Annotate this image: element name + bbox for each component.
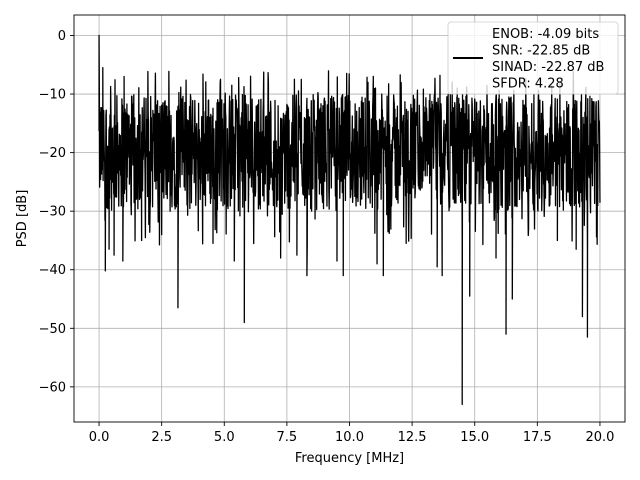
legend-enob: ENOB: -4.09 bits	[492, 27, 599, 42]
y-tick-label: −30	[39, 205, 66, 220]
y-tick-label: −50	[39, 322, 66, 337]
y-axis-label: PSD [dB]	[15, 190, 30, 248]
y-tick-label: −20	[39, 146, 66, 161]
x-axis: 0.0 2.5 5.0 7.5 10.0 12.5 15.0 17.5 20.0	[89, 422, 614, 445]
series-layer	[98, 34, 601, 406]
x-tick-label: 2.5	[151, 430, 172, 445]
x-tick-label: 7.5	[277, 430, 298, 445]
x-tick-label: 17.5	[523, 430, 552, 445]
legend: ENOB: -4.09 bits SNR: -22.85 dB SINAD: -…	[447, 21, 619, 95]
x-tick-label: 10.0	[335, 430, 364, 445]
x-tick-label: 15.0	[460, 430, 489, 445]
x-axis-label: Frequency [MHz]	[295, 451, 404, 466]
x-tick-label: 0.0	[89, 430, 110, 445]
y-axis: 0 −10 −20 −30 −40 −50 −60	[39, 29, 74, 395]
psd-trace	[98, 34, 601, 406]
legend-sfdr: SFDR: 4.28	[492, 77, 564, 92]
y-tick-label: −60	[39, 380, 66, 395]
y-tick-label: −10	[39, 88, 66, 103]
y-tick-label: 0	[58, 29, 66, 44]
legend-box	[447, 21, 619, 95]
x-tick-label: 12.5	[398, 430, 427, 445]
legend-snr: SNR: -22.85 dB	[492, 44, 590, 59]
y-tick-label: −40	[39, 263, 66, 278]
x-tick-label: 5.0	[214, 430, 235, 445]
legend-sinad: SINAD: -22.87 dB	[492, 60, 604, 75]
x-tick-label: 20.0	[585, 430, 614, 445]
